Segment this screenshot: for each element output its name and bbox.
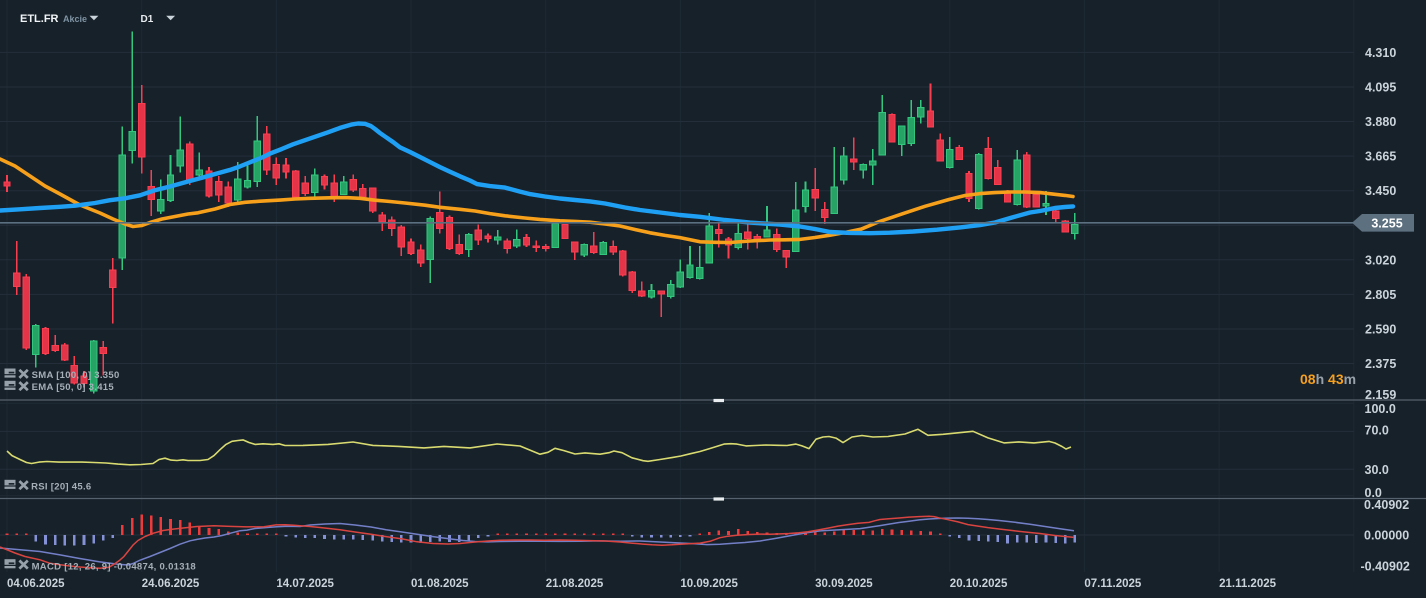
svg-text:10.09.2025: 10.09.2025 xyxy=(680,578,738,590)
svg-text:4.310: 4.310 xyxy=(1365,46,1396,60)
svg-text:08h 43m: 08h 43m xyxy=(1300,371,1356,387)
svg-text:3.255: 3.255 xyxy=(1371,217,1402,231)
svg-text:0.0: 0.0 xyxy=(1365,486,1382,500)
svg-text:2.375: 2.375 xyxy=(1365,357,1396,371)
svg-text:2.159: 2.159 xyxy=(1365,388,1396,402)
svg-text:30.0: 30.0 xyxy=(1365,463,1389,477)
svg-text:0.40902: 0.40902 xyxy=(1364,498,1409,512)
svg-text:30.09.2025: 30.09.2025 xyxy=(815,578,873,590)
svg-text:EMA [50, 0] 3.415: EMA [50, 0] 3.415 xyxy=(32,382,115,393)
svg-text:21.08.2025: 21.08.2025 xyxy=(546,578,604,590)
svg-text:Akcie: Akcie xyxy=(63,14,87,24)
svg-text:3.880: 3.880 xyxy=(1365,115,1396,129)
svg-text:3.665: 3.665 xyxy=(1365,150,1396,164)
svg-text:2.805: 2.805 xyxy=(1365,288,1396,302)
svg-text:-0.40902: -0.40902 xyxy=(1361,560,1410,574)
svg-text:MACD [12, 26, 9] -0.04874,: MACD [12, 26, 9] -0.04874, 0.01318 xyxy=(32,561,196,572)
svg-text:0.00000: 0.00000 xyxy=(1364,528,1409,542)
svg-text:3.020: 3.020 xyxy=(1365,253,1396,267)
svg-text:SMA [100, 0] 3.350: SMA [100, 0] 3.350 xyxy=(32,370,120,381)
svg-text:24.06.2025: 24.06.2025 xyxy=(142,578,200,590)
svg-text:21.11.2025: 21.11.2025 xyxy=(1219,578,1277,590)
svg-text:20.10.2025: 20.10.2025 xyxy=(950,578,1008,590)
svg-text:D1: D1 xyxy=(141,14,154,25)
svg-text:4.095: 4.095 xyxy=(1365,81,1396,95)
svg-text:70.0: 70.0 xyxy=(1365,424,1389,438)
svg-text:07.11.2025: 07.11.2025 xyxy=(1084,578,1142,590)
svg-text:3.450: 3.450 xyxy=(1365,184,1396,198)
svg-text:14.07.2025: 14.07.2025 xyxy=(276,578,334,590)
svg-text:01.08.2025: 01.08.2025 xyxy=(411,578,469,590)
svg-text:ETL.FR: ETL.FR xyxy=(20,13,59,25)
svg-text:04.06.2025: 04.06.2025 xyxy=(7,578,65,590)
svg-text:RSI [20] 45.6: RSI [20] 45.6 xyxy=(31,481,91,492)
svg-text:2.590: 2.590 xyxy=(1365,323,1396,337)
svg-text:100.0: 100.0 xyxy=(1365,402,1396,416)
